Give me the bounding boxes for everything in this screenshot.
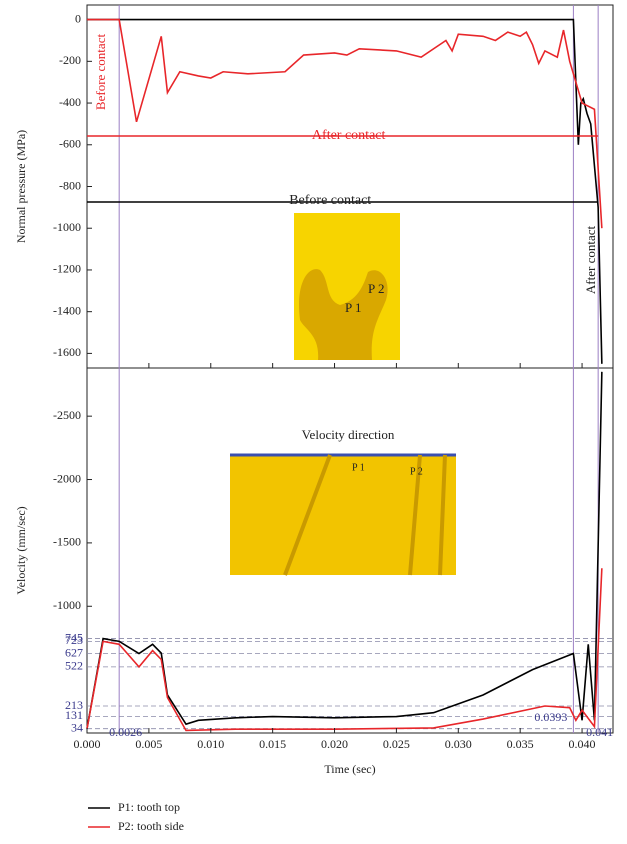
x-tick-label: 0.035 bbox=[507, 737, 534, 751]
y-axis-label: Velocity (mm/sec) bbox=[14, 506, 28, 594]
inset-shape bbox=[283, 454, 447, 576]
level-label: 213 bbox=[65, 698, 83, 712]
y-tick-label: -1200 bbox=[53, 262, 81, 276]
level-label: 627 bbox=[65, 645, 83, 659]
velocity-inset bbox=[230, 453, 456, 576]
annotation: After contact bbox=[312, 128, 386, 143]
legend-label: P2: tooth side bbox=[118, 819, 184, 833]
plot-frame bbox=[86, 4, 614, 734]
legend-label: P1: tooth top bbox=[118, 800, 180, 814]
x-tick-label: 0.010 bbox=[197, 737, 224, 751]
y-tick-label: -800 bbox=[59, 178, 81, 192]
y-tick-label: -400 bbox=[59, 95, 81, 109]
x-tick-label: 0.005 bbox=[135, 737, 162, 751]
inset-label: P 2 bbox=[410, 466, 423, 477]
y-axis-label: Normal pressure (MPa) bbox=[14, 130, 28, 243]
inset-title: Velocity direction bbox=[302, 427, 395, 442]
x-tick-label: 0.015 bbox=[259, 737, 286, 751]
y-tick-label: -2500 bbox=[53, 408, 81, 422]
annotation: Before contact bbox=[93, 34, 108, 111]
y-tick-label: -200 bbox=[59, 53, 81, 67]
annotation: Before contact bbox=[289, 193, 371, 208]
reference-label: 0.0393 bbox=[534, 710, 567, 724]
series-line bbox=[87, 18, 603, 229]
inset-label: P 2 bbox=[368, 281, 385, 296]
y-tick-label: -1500 bbox=[53, 535, 81, 549]
inset-label: P 1 bbox=[345, 300, 362, 315]
y-tick-label: -1600 bbox=[53, 345, 81, 359]
x-tick-label: 0.030 bbox=[445, 737, 472, 751]
x-tick-label: 0.000 bbox=[74, 737, 101, 751]
x-tick-label: 0.020 bbox=[321, 737, 348, 751]
y-tick-label: -1400 bbox=[53, 303, 81, 317]
x-axis-label: Time (sec) bbox=[324, 762, 375, 776]
y-tick-label: -1000 bbox=[53, 220, 81, 234]
y-tick-label: -600 bbox=[59, 137, 81, 151]
reference-label: 0.0026 bbox=[109, 725, 142, 739]
inset-label: P 1 bbox=[352, 462, 365, 473]
level-label: 131 bbox=[65, 708, 83, 722]
series-line bbox=[86, 371, 603, 729]
level-label: 522 bbox=[65, 659, 83, 673]
x-tick-label: 0.040 bbox=[569, 737, 596, 751]
level-label: 34 bbox=[71, 720, 83, 734]
level-label: 723 bbox=[65, 633, 83, 647]
y-tick-label: -2000 bbox=[53, 471, 81, 485]
inset-shape bbox=[299, 269, 388, 360]
pressure-inset bbox=[294, 213, 400, 360]
level-label: 745 bbox=[65, 630, 83, 644]
reference-label: 0.041 bbox=[586, 725, 613, 739]
y-tick-label: 0 bbox=[75, 11, 81, 25]
series-line bbox=[86, 568, 603, 732]
annotation: After contact bbox=[583, 226, 598, 295]
y-tick-label: -1000 bbox=[53, 598, 81, 612]
x-tick-label: 0.025 bbox=[383, 737, 410, 751]
